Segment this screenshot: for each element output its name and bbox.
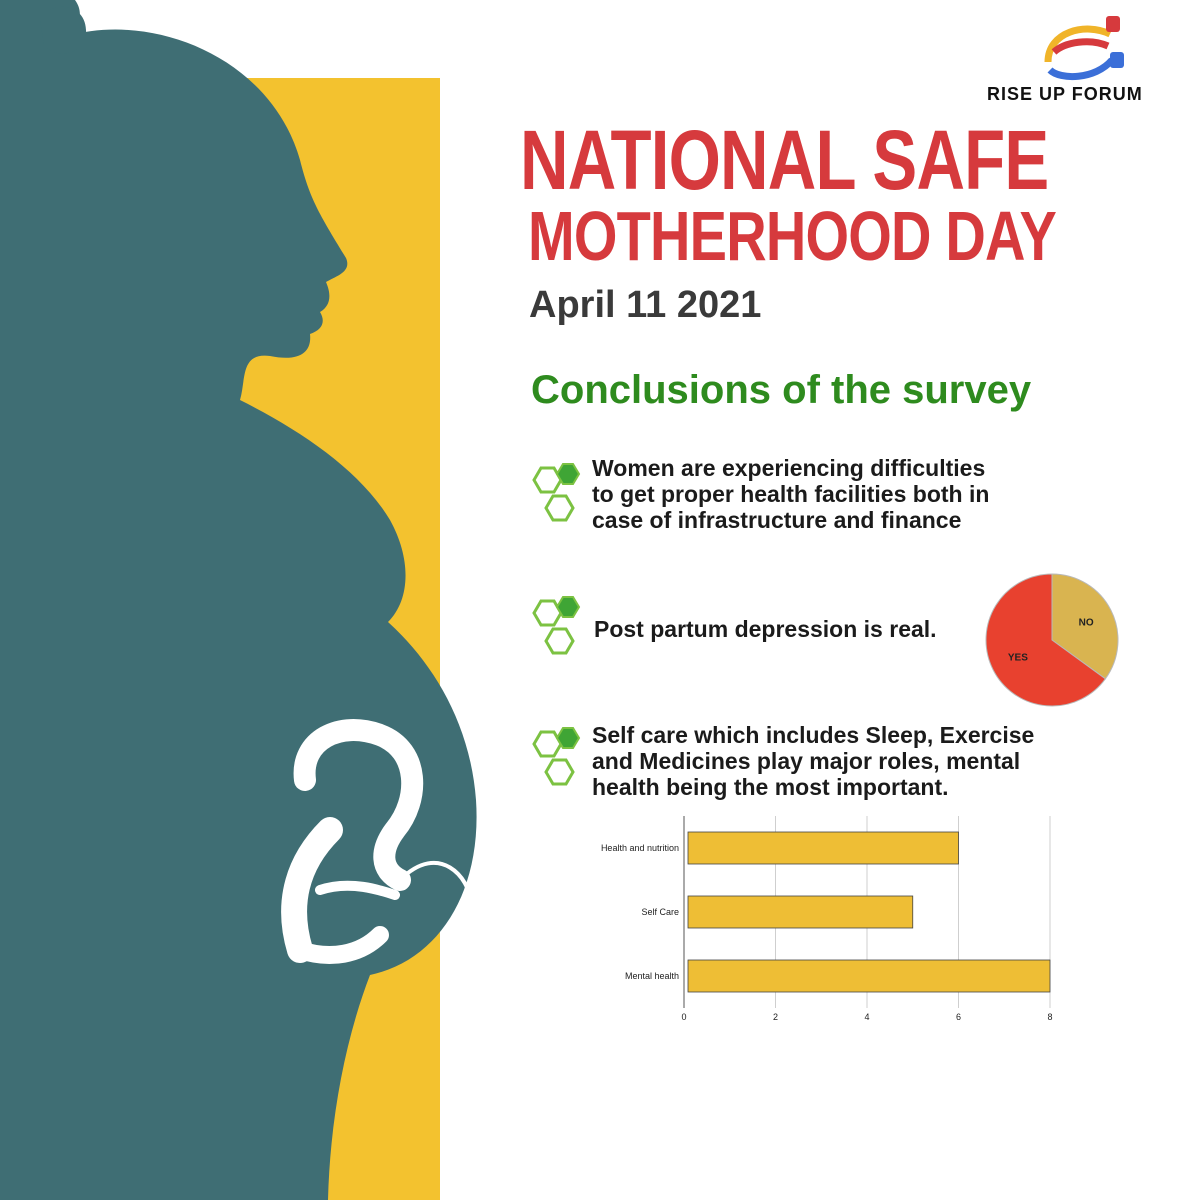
bullet-item: Post partum depression is real. (594, 616, 937, 642)
pie-chart: NO YES (985, 573, 1119, 707)
section-subtitle: Conclusions of the survey (531, 368, 1032, 412)
x-tick-label: 4 (864, 1012, 869, 1022)
hexagon-cluster-icon (532, 596, 581, 655)
hexagon-cluster-icon (532, 463, 581, 522)
x-tick-label: 6 (956, 1012, 961, 1022)
pie-slice-no (1051, 573, 1119, 680)
bullet-line: Post partum depression is real. (594, 616, 937, 642)
bullet-line: health being the most important. (592, 774, 949, 800)
hexagon-cluster-icon (532, 727, 581, 786)
x-tick-label: 2 (773, 1012, 778, 1022)
bullet-item: Women are experiencing difficulties to g… (592, 455, 1062, 533)
bullet-line: and Medicines play major roles, mental (592, 748, 1021, 774)
page-title-line1: NATIONAL SAFE (520, 113, 1049, 207)
bullet-line: to get proper health facilities both in (592, 481, 990, 507)
x-tick-label: 8 (1047, 1012, 1052, 1022)
bullet-line: case of infrastructure and finance (592, 507, 962, 533)
event-date: April 11 2021 (529, 284, 762, 326)
brand-name: RISE UP FORUM (987, 84, 1143, 104)
y-category-label: Self Care (641, 907, 679, 917)
bullet-line: Women are experiencing difficulties (592, 455, 986, 481)
woman-silhouette (0, 0, 477, 1200)
y-category-label: Health and nutrition (601, 843, 679, 853)
hair-bun (40, 6, 87, 54)
pie-slice-yes (985, 573, 1107, 707)
pie-label: NO (1079, 618, 1094, 629)
raised-fists-logo-icon (1044, 16, 1124, 81)
pie-label: YES (1008, 652, 1028, 663)
pregnant-woman-illustration (0, 0, 477, 1200)
fetus-figure (281, 719, 472, 964)
bullet-line: Self care which includes Sleep, Exercise (592, 722, 1035, 748)
bar (687, 831, 959, 865)
bar (687, 959, 1051, 993)
y-category-label: Mental health (625, 971, 679, 981)
bullet-item: Self care which includes Sleep, Exercise… (592, 722, 1102, 800)
bar (687, 895, 914, 929)
page-title-line2: MOTHERHOOD DAY (528, 197, 1057, 275)
bar-chart: 0 2 4 6 8 Health and nutrition Self Care Mental… (601, 816, 1053, 1022)
x-tick-label: 0 (681, 1012, 686, 1022)
